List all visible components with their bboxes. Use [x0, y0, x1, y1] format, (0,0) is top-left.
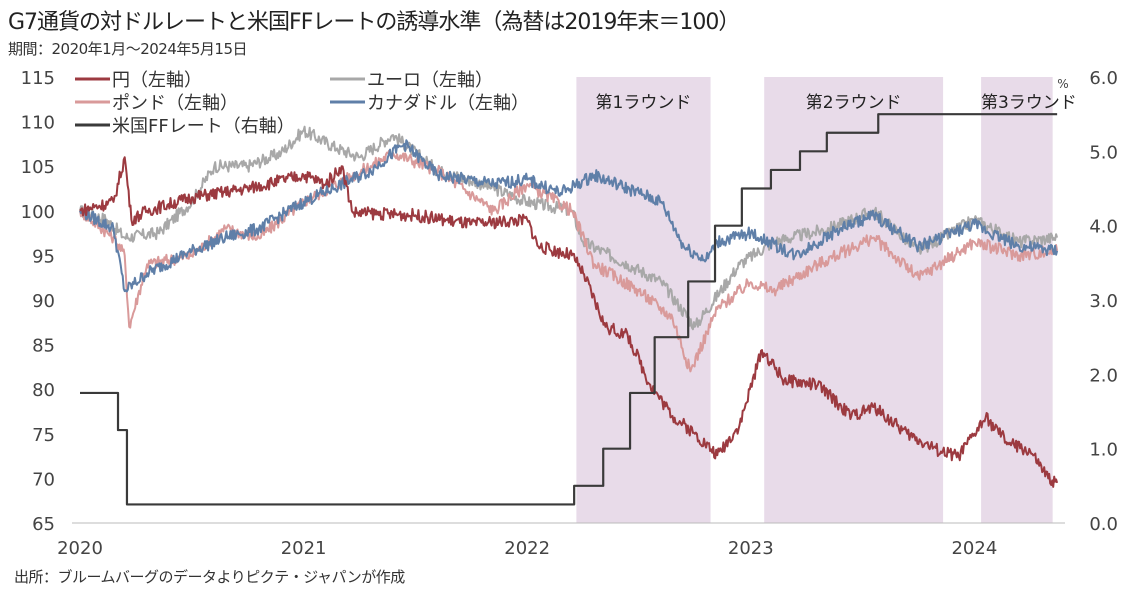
x-tick-label: 2023: [728, 538, 774, 559]
x-tick-label: 2024: [951, 538, 997, 559]
y-left-tick-label: 90: [32, 291, 55, 312]
y-right-tick-label: 4.0: [1089, 217, 1118, 238]
y-right-unit: %: [1057, 77, 1068, 91]
y-left-tick-label: 70: [32, 469, 55, 490]
series-line-2: [79, 139, 1059, 293]
y-right-tick-label: 1.0: [1089, 440, 1118, 461]
shaded-round-label: 第1ラウンド: [596, 93, 692, 113]
y-left-tick-label: 105: [21, 157, 55, 178]
shaded-round-2: [764, 77, 944, 523]
shaded-round-label: 第2ラウンド: [806, 93, 902, 113]
y-left-tick-label: 80: [32, 380, 55, 401]
legend-label: ポンド（左軸）: [112, 93, 238, 114]
shaded-round-1: [576, 77, 711, 523]
y-left-tick-label: 65: [32, 514, 55, 535]
series-line-3: [79, 156, 1059, 488]
y-left-tick-label: 85: [32, 336, 55, 357]
y-left-tick-label: 100: [21, 202, 55, 223]
x-tick-label: 2022: [504, 538, 550, 559]
y-right-tick-label: 5.0: [1089, 142, 1118, 163]
shaded-round-3: [981, 77, 1053, 523]
shaded-round-label: 第3ラウンド: [981, 93, 1077, 113]
x-tick-label: 2021: [281, 538, 327, 559]
chart-title: G7通貨の対ドルレートと米国FFレートの誘導水準（為替は2019年末＝100）: [8, 10, 740, 35]
legend-label: 米国FFレート（右軸）: [112, 116, 295, 137]
y-right-tick-label: 0.0: [1089, 514, 1118, 535]
legend-label: カナダドル（左軸）: [367, 93, 529, 114]
y-right-tick-label: 6.0: [1089, 68, 1118, 89]
y-right-tick-label: 3.0: [1089, 291, 1118, 312]
y-left-tick-label: 115: [21, 68, 55, 89]
source-note: 出所：ブルームバーグのデータよりピクテ・ジャパンが作成: [14, 568, 405, 586]
series-line-1: [79, 149, 1059, 373]
series-line-4: [80, 113, 1058, 506]
legend-label: 円（左軸）: [112, 70, 202, 91]
y-left-tick-label: 110: [21, 113, 55, 134]
x-tick-label: 2020: [57, 538, 103, 559]
y-left-tick-label: 95: [32, 246, 55, 267]
y-right-tick-label: 2.0: [1089, 365, 1118, 386]
legend-label: ユーロ（左軸）: [367, 70, 493, 91]
y-left-tick-label: 75: [32, 425, 55, 446]
chart-subtitle: 期間：2020年1月～2024年5月15日: [8, 40, 248, 58]
